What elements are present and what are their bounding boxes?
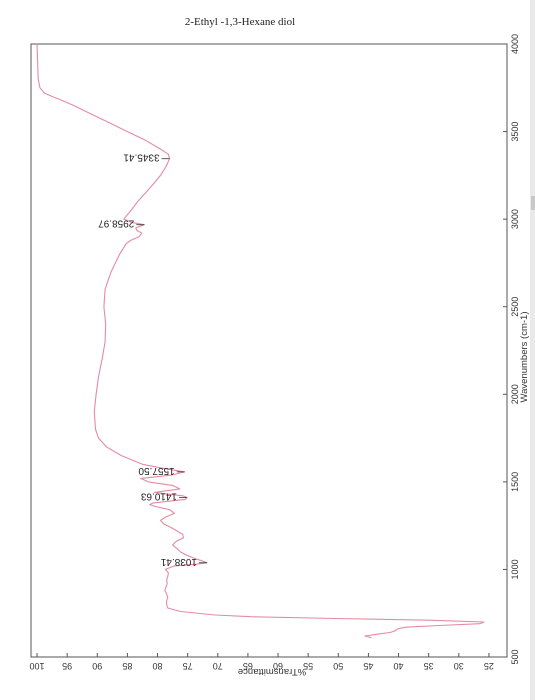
- y-tick-label: 100: [30, 661, 45, 671]
- y-tick-label: 25: [484, 661, 494, 671]
- x-tick-label: 2500: [510, 297, 520, 317]
- y-tick-label: 35: [424, 661, 434, 671]
- x-tick-label: 1500: [510, 472, 520, 492]
- peak-label: 1557.50: [138, 465, 175, 476]
- y-axis: 100 95 90 85 80 75 70 65 60 55 50 45 40 35 30 25: [30, 653, 494, 671]
- plot-frame: [30, 43, 508, 658]
- x-tick-label: 3000: [510, 209, 520, 229]
- y-tick-label: 85: [122, 661, 132, 671]
- page-edge-shadow: [530, 0, 535, 700]
- peak-annotations: 3345.41 2958.97 1557.50 1410.63 1038.41: [98, 152, 207, 567]
- x-tick-label: 3500: [510, 122, 520, 142]
- x-tick-label: 1000: [510, 559, 520, 579]
- series-layer: [36, 43, 485, 639]
- x-tick-label: 500: [510, 649, 520, 664]
- x-tick-label: 4000: [510, 34, 520, 54]
- peak-label: 1038.41: [160, 556, 197, 567]
- y-tick-label: 90: [92, 661, 102, 671]
- y-tick-label: 60: [273, 661, 283, 671]
- y-tick-label: 65: [243, 661, 253, 671]
- y-tick-label: 40: [394, 661, 404, 671]
- x-axis-label: Wavenumbers (cm-1): [519, 312, 530, 403]
- y-tick-label: 80: [153, 661, 163, 671]
- spectrum-line: [36, 43, 485, 639]
- peak-label: 3345.41: [123, 152, 160, 163]
- y-tick-label: 45: [363, 661, 373, 671]
- y-tick-label: 70: [213, 661, 223, 671]
- page-title: 2-Ethyl -1,3-Hexane diol: [184, 16, 296, 28]
- y-tick-label: 55: [303, 661, 313, 671]
- scroll-notch: [531, 196, 535, 210]
- peak-label: 1410.63: [140, 491, 177, 502]
- y-tick-label: 75: [183, 661, 193, 671]
- x-tick-label: 2000: [510, 384, 520, 404]
- y-tick-label: 95: [62, 661, 72, 671]
- y-axis-label: %Transmittance: [238, 666, 306, 677]
- y-tick-label: 30: [454, 661, 464, 671]
- x-axis: 4000 3500 3000 2500 2000 1500 1000 500: [503, 34, 520, 665]
- y-tick-label: 50: [333, 661, 343, 671]
- peak-label: 2958.97: [98, 218, 135, 229]
